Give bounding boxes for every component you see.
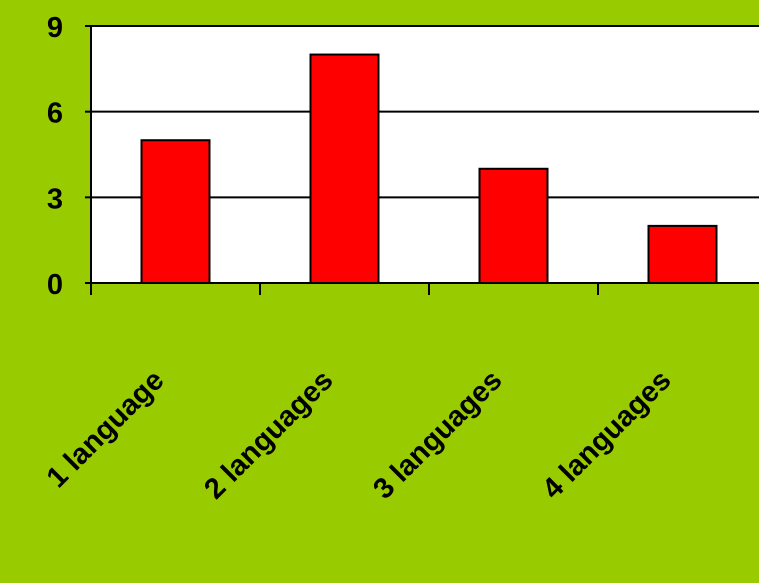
y-tick-label: 9 xyxy=(47,12,63,44)
bars-group xyxy=(140,53,718,284)
y-tick-label: 3 xyxy=(47,183,63,215)
bar xyxy=(478,167,549,284)
axes-group xyxy=(85,25,759,295)
y-tick-label: 6 xyxy=(47,98,63,130)
x-tick-label: 1 language xyxy=(41,364,171,494)
bar xyxy=(647,224,718,284)
x-tick-label: 2 languages xyxy=(198,364,339,505)
y-tick-label: 0 xyxy=(47,269,63,301)
bar xyxy=(140,139,211,284)
x-tick-label: 4 languages xyxy=(536,364,677,505)
x-tick-label: 3 languages xyxy=(367,364,508,505)
bar xyxy=(309,53,380,284)
